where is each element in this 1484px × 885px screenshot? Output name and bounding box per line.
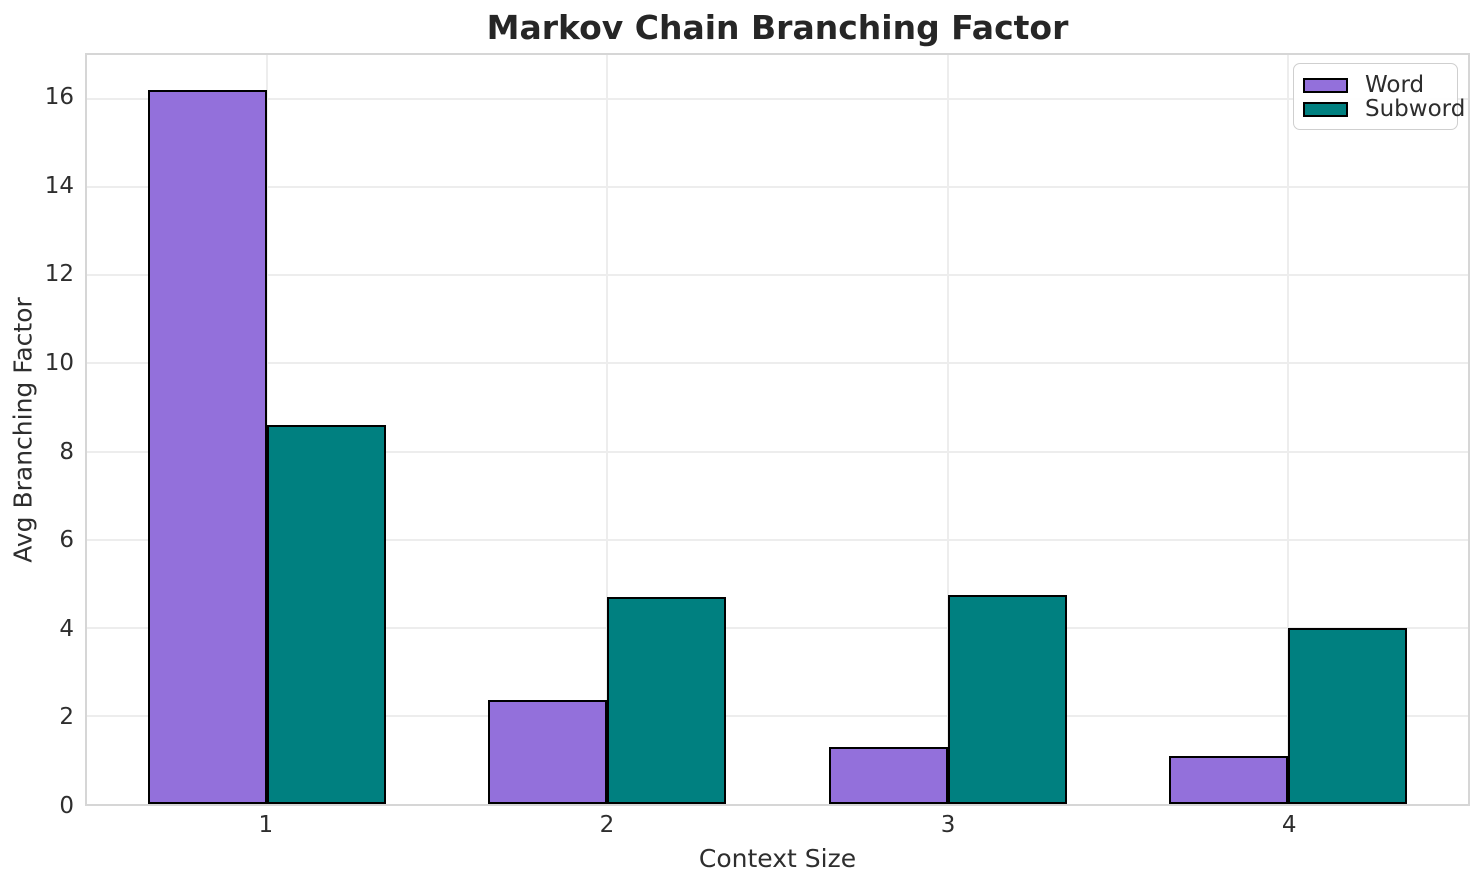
y-tick-label: 8 bbox=[59, 438, 74, 465]
bar-subword-context-2 bbox=[607, 596, 727, 804]
h-gridline bbox=[87, 362, 1468, 365]
grid-layer bbox=[87, 55, 1468, 804]
h-gridline bbox=[87, 98, 1468, 101]
h-gridline bbox=[87, 626, 1468, 629]
h-gridline bbox=[87, 714, 1468, 717]
legend-label-subword: Subword bbox=[1365, 96, 1466, 122]
legend-label-word: Word bbox=[1365, 72, 1425, 98]
x-tick-label: 2 bbox=[599, 812, 615, 838]
h-gridline bbox=[87, 450, 1468, 453]
x-tick-label: 1 bbox=[258, 812, 274, 838]
bar-word-context-1 bbox=[148, 90, 268, 804]
y-tick-label: 4 bbox=[59, 615, 74, 642]
h-gridline bbox=[87, 274, 1468, 277]
bar-subword-context-4 bbox=[1287, 627, 1407, 804]
legend-item-subword: Subword bbox=[1303, 97, 1465, 121]
y-tick-label: 6 bbox=[59, 527, 74, 554]
subword-swatch bbox=[1303, 101, 1348, 117]
y-axis-ticks: 0 2 4 6 8 10 12 14 16 bbox=[0, 53, 74, 819]
legend-item-word: Word bbox=[1303, 73, 1447, 97]
bar-word-context-4 bbox=[1168, 755, 1288, 804]
word-swatch bbox=[1303, 77, 1348, 93]
plot-area bbox=[85, 53, 1470, 806]
legend: Word Subword bbox=[1293, 63, 1465, 130]
h-gridline bbox=[87, 538, 1468, 541]
h-gridline bbox=[87, 186, 1468, 189]
x-tick-label: 3 bbox=[940, 812, 956, 838]
y-tick-label: 12 bbox=[44, 261, 74, 288]
y-tick-label: 14 bbox=[44, 172, 74, 199]
x-tick-label: 4 bbox=[1281, 812, 1297, 838]
v-gridline bbox=[1286, 55, 1289, 804]
bar-layer bbox=[87, 55, 1468, 804]
x-axis-ticks: 1 2 3 4 bbox=[85, 812, 1470, 842]
v-gridline bbox=[946, 55, 949, 804]
y-tick-label: 2 bbox=[59, 704, 74, 731]
bar-subword-context-3 bbox=[947, 594, 1067, 804]
x-axis-label: Context Size bbox=[698, 844, 857, 873]
chart-title: Markov Chain Branching Factor bbox=[486, 8, 1069, 47]
bar-subword-context-1 bbox=[267, 425, 387, 804]
y-tick-label: 16 bbox=[44, 84, 74, 111]
bar-word-context-2 bbox=[488, 700, 608, 804]
v-gridline bbox=[606, 55, 609, 804]
y-tick-label: 10 bbox=[44, 350, 74, 377]
y-tick-label: 0 bbox=[59, 793, 74, 819]
bar-word-context-3 bbox=[828, 746, 948, 804]
